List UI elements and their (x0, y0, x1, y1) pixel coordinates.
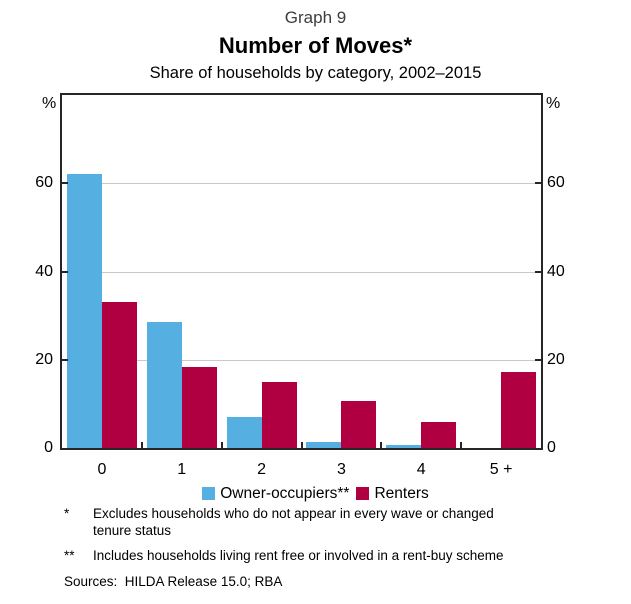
x-boundary-tick-4 (380, 442, 383, 448)
bar-renters-5+ (501, 372, 537, 448)
y-label-right-20: 20 (547, 350, 565, 368)
y-label-right-0: 0 (547, 439, 556, 456)
bar-owner-occupiers-0 (66, 174, 102, 448)
x-label-2: 2 (257, 461, 267, 478)
footnote-2: ** Includes households living rent free … (64, 547, 601, 564)
y-tick-left-20 (62, 358, 68, 361)
bar-renters-2 (261, 381, 297, 448)
x-boundary-tick-5 (460, 442, 463, 448)
bar-owner-occupiers-2 (226, 417, 262, 448)
percent-symbol-left: % (42, 95, 57, 112)
bar-owner-occupiers-1 (146, 322, 182, 448)
x-label-1: 1 (177, 461, 187, 478)
legend: Owner-occupiers** Renters (0, 484, 631, 502)
x-label-5+: 5 + (489, 461, 513, 478)
x-boundary-tick-1 (140, 442, 143, 448)
y-tick-left-40 (62, 270, 68, 273)
y-label-left-0: 0 (44, 439, 53, 456)
gridline-40 (62, 271, 541, 273)
footnote-1-line-2: tenure status (93, 523, 172, 538)
y-label-right-60: 60 (547, 174, 565, 192)
y-label-right-40: 40 (547, 262, 565, 280)
footnote-1-marker: * (64, 506, 70, 521)
graph-title: Number of Moves* (218, 33, 413, 58)
y-label-left-20: 20 (35, 350, 53, 368)
bar-owner-occupiers-4 (386, 444, 422, 448)
x-label-3: 3 (336, 461, 346, 478)
footnotes: * Excludes households who do not appear … (64, 505, 601, 590)
legend-label-2: Renters (374, 484, 429, 502)
gridline-60 (62, 183, 541, 185)
x-boundary-tick-2 (220, 442, 223, 448)
footnote-2-text: Includes households living rent free or … (93, 547, 503, 564)
bar-renters-1 (181, 367, 217, 448)
footnote-1-text: Excludes households who do not appear in… (93, 505, 494, 539)
y-tick-right-20 (535, 358, 541, 361)
legend-item-1: Owner-occupiers** (202, 485, 349, 502)
legend-swatch-2 (356, 486, 370, 500)
graph-subtitle: Share of households by category, 2002–20… (149, 64, 482, 82)
y-tick-right-60 (535, 182, 541, 185)
footnote-1: * Excludes households who do not appear … (64, 505, 601, 539)
sources-line: Sources: HILDA Release 15.0; RBA (64, 574, 283, 589)
graph-number: Graph 9 (284, 8, 347, 27)
x-label-4: 4 (416, 461, 426, 478)
footnote-2-marker: ** (64, 548, 75, 563)
y-tick-left-60 (62, 182, 68, 185)
gridline-20 (62, 359, 541, 361)
y-label-left-60: 60 (35, 174, 53, 192)
bar-renters-3 (341, 401, 377, 448)
x-boundary-tick-3 (300, 442, 303, 448)
percent-symbol-right: % (546, 95, 561, 112)
footnote-1-line-1: Excludes households who do not appear in… (93, 506, 494, 521)
bar-owner-occupiers-3 (306, 442, 342, 448)
y-label-left-40: 40 (35, 262, 53, 280)
footnote-2-line-1: Includes households living rent free or … (93, 548, 504, 563)
x-label-0: 0 (97, 461, 107, 478)
plot-area (60, 93, 543, 450)
legend-label-1: Owner-occupiers** (220, 484, 350, 502)
y-tick-right-40 (535, 270, 541, 273)
bar-renters-0 (101, 302, 137, 448)
bar-renters-4 (421, 421, 457, 448)
legend-swatch-1 (202, 486, 216, 500)
legend-item-2: Renters (356, 484, 429, 502)
